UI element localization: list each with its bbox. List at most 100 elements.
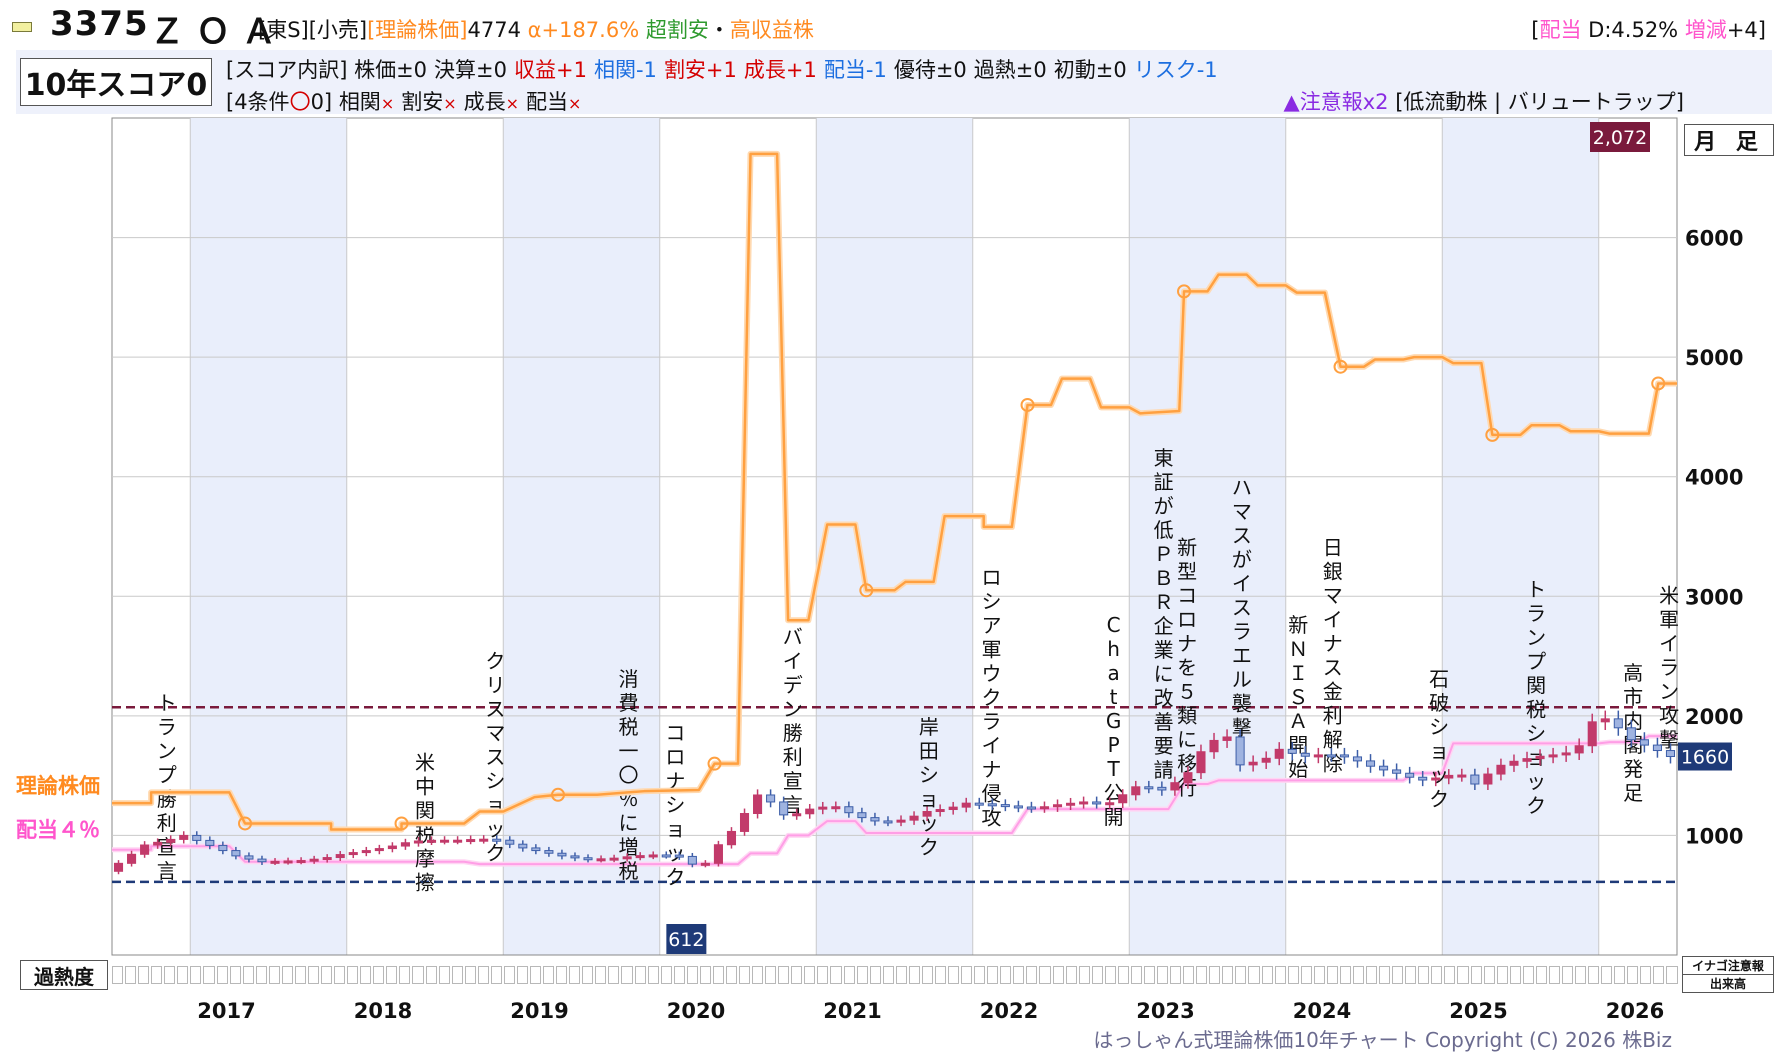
heat-cell bbox=[830, 966, 842, 984]
candle-body bbox=[792, 813, 802, 817]
condition-label: 配当 bbox=[526, 90, 569, 114]
heat-cell bbox=[294, 966, 306, 984]
stock-tags: [東S][小売][理論株価]4774 α+187.6% 超割安・高収益株 bbox=[258, 14, 814, 44]
y-tick-label: 3000 bbox=[1685, 585, 1743, 609]
dividend-info: [配当 D:4.52% 増減+4] bbox=[1531, 18, 1766, 42]
heat-cell bbox=[1379, 966, 1391, 984]
heat-cell bbox=[464, 966, 476, 984]
conditions-mark: 〇 bbox=[289, 90, 311, 114]
heat-cell bbox=[1627, 966, 1639, 984]
event-label-char: 新 bbox=[1177, 535, 1197, 559]
candle-body bbox=[974, 802, 984, 806]
candle-body bbox=[413, 840, 424, 844]
event-label-char: t bbox=[1110, 685, 1118, 709]
candle-body bbox=[713, 844, 723, 864]
event-label-char: a bbox=[1107, 661, 1119, 685]
heat-cell bbox=[961, 966, 973, 984]
event-label-char: 類 bbox=[1177, 703, 1197, 727]
candle-body bbox=[1457, 774, 1467, 778]
heat-cell bbox=[386, 966, 398, 984]
heat-cell bbox=[686, 966, 698, 984]
candle-body bbox=[1600, 718, 1610, 723]
heat-cell bbox=[582, 966, 594, 984]
event-label-char: ョ bbox=[665, 817, 685, 841]
heat-cell bbox=[1509, 966, 1521, 984]
candle-body bbox=[1092, 801, 1102, 805]
event-label-char: ク bbox=[665, 865, 685, 889]
event-label-char: Ｂ bbox=[1154, 566, 1174, 590]
volume-label: 出来高 bbox=[1682, 974, 1774, 993]
warning-detail: [低流動株 | バリュートラップ] bbox=[1395, 90, 1684, 114]
event-label-char: ッ bbox=[665, 841, 685, 865]
candle-body bbox=[531, 847, 541, 852]
heat-cell bbox=[543, 966, 555, 984]
x-tick-label: 2019 bbox=[510, 999, 568, 1023]
heat-cell bbox=[934, 966, 946, 984]
candle-body bbox=[1052, 804, 1063, 808]
stock-name: ＺＯＡ bbox=[150, 12, 288, 52]
event-label-char: イ bbox=[783, 649, 803, 673]
event-label-char: ロ bbox=[1177, 607, 1197, 631]
heat-cell bbox=[1653, 966, 1665, 984]
heat-cell bbox=[112, 966, 124, 984]
heat-cell bbox=[1352, 966, 1364, 984]
cheap-tag: 超割安 bbox=[645, 18, 709, 42]
event-label-char: ラ bbox=[157, 715, 177, 739]
event-label-char: ク bbox=[919, 835, 939, 859]
theory-line-label: 理論株価 bbox=[16, 774, 100, 798]
candle-body bbox=[1079, 801, 1089, 805]
candle-body bbox=[127, 853, 137, 864]
event-label-char: イ bbox=[1232, 572, 1252, 596]
heat-cell bbox=[1392, 966, 1404, 984]
dividend-label: 配当 bbox=[1539, 18, 1582, 42]
candle-body bbox=[1039, 806, 1050, 810]
theory-marker bbox=[1020, 397, 1035, 412]
heat-cell bbox=[1183, 966, 1195, 984]
heat-cell bbox=[438, 966, 450, 984]
heat-cell bbox=[595, 966, 607, 984]
candle-body bbox=[726, 830, 737, 846]
event-label-char: ク bbox=[982, 685, 1002, 709]
year-band bbox=[1129, 118, 1286, 955]
heat-cell bbox=[1496, 966, 1508, 984]
heat-cell bbox=[725, 966, 737, 984]
heat-cell bbox=[895, 966, 907, 984]
event-label-char: P bbox=[1108, 733, 1120, 757]
event-label-char: シ bbox=[1429, 715, 1449, 739]
candle-body bbox=[1118, 794, 1128, 804]
theory-marker bbox=[859, 583, 874, 598]
dividend-value: D:4.52% bbox=[1588, 18, 1679, 42]
theory-marker bbox=[707, 756, 722, 771]
event-label-char: リ bbox=[485, 673, 505, 697]
event-label-char: ナ bbox=[982, 757, 1002, 781]
heat-cell bbox=[477, 966, 489, 984]
condition-item: 成長× bbox=[464, 90, 519, 114]
event-label-char: イ bbox=[1659, 631, 1679, 655]
heat-cell bbox=[778, 966, 790, 984]
candle-body bbox=[922, 811, 932, 817]
candle-body bbox=[661, 854, 671, 858]
event-label-char: 東 bbox=[1154, 446, 1174, 470]
event-label-char: Ｒ bbox=[1154, 590, 1174, 614]
event-label-char: 関 bbox=[415, 799, 435, 823]
heat-cell bbox=[569, 966, 581, 984]
heat-cell bbox=[177, 966, 189, 984]
candle-body bbox=[1326, 754, 1336, 758]
candle-body bbox=[1509, 760, 1519, 766]
candle-body bbox=[609, 857, 619, 861]
candle-body bbox=[1535, 755, 1545, 760]
event-label-char: ッ bbox=[919, 811, 939, 835]
heat-cell bbox=[1222, 966, 1234, 984]
candle-body bbox=[753, 794, 763, 815]
event-label-char: 市 bbox=[1623, 685, 1643, 709]
heat-cell bbox=[1575, 966, 1587, 984]
event-label-char: 〇 bbox=[618, 763, 638, 787]
theory-marker bbox=[1177, 284, 1192, 299]
heat-cell bbox=[1287, 966, 1299, 984]
candle-body bbox=[1405, 772, 1415, 778]
score-item: 過熱±0 bbox=[973, 58, 1047, 82]
candle-body bbox=[1496, 764, 1506, 775]
event-label-char: 税 bbox=[1526, 697, 1546, 721]
event-label-char: 型 bbox=[1177, 559, 1197, 583]
event-label-char: ョ bbox=[1429, 739, 1449, 763]
